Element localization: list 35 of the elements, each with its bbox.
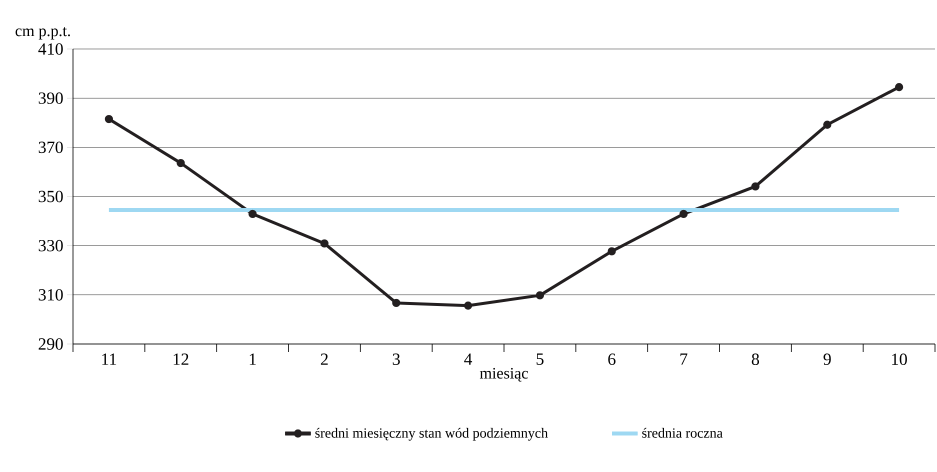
y-tick-label: 290 — [38, 338, 63, 350]
point — [248, 210, 257, 218]
x-tick-label: 4 — [464, 354, 472, 365]
y-axis-title: cm p.p.t. — [16, 27, 70, 40]
y-tick-label: 390 — [38, 92, 63, 104]
y-tick-label: 350 — [38, 190, 63, 202]
x-axis-title: miesiąc — [480, 368, 528, 382]
x-tick-label: 6 — [608, 354, 616, 365]
x-tick-label: 9 — [824, 354, 831, 365]
point — [176, 158, 185, 168]
point — [751, 182, 760, 191]
point — [679, 210, 688, 218]
x-tick-label: 7 — [680, 354, 688, 365]
x-tick-label: 8 — [752, 354, 760, 366]
x-tick-label: 5 — [536, 354, 544, 365]
x-tick-label: 10 — [892, 354, 907, 366]
point — [320, 239, 329, 248]
point — [823, 120, 832, 129]
point — [536, 291, 544, 300]
y-tick-label: 330 — [38, 240, 63, 252]
x-tick-label: 11 — [102, 354, 116, 365]
legend-label: średni miesięczny stan wód podziemnych — [315, 428, 548, 441]
point — [104, 114, 114, 124]
point — [608, 247, 616, 256]
point — [894, 83, 904, 92]
x-tick-label: 1 — [250, 354, 256, 365]
y-tick-label: 410 — [38, 43, 63, 55]
x-tick-label: 3 — [392, 354, 400, 365]
legend-label: średnia roczna — [642, 428, 723, 438]
x-tick-label: 12 — [174, 354, 188, 365]
x-tick-label: 2 — [320, 354, 328, 365]
point — [464, 302, 472, 310]
point — [392, 298, 400, 308]
y-tick-label: 310 — [38, 289, 63, 301]
y-tick-label: 370 — [38, 142, 63, 154]
